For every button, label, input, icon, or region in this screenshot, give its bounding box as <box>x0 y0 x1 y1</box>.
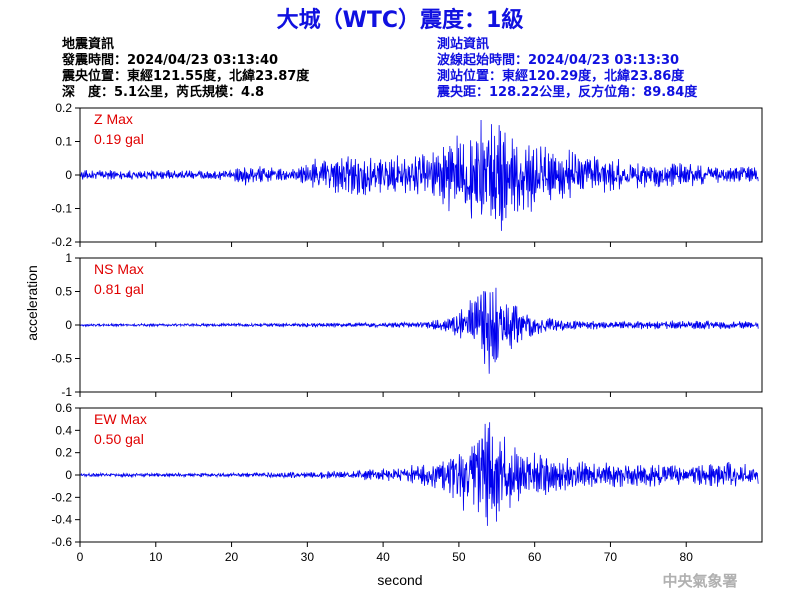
subplot-ew: 0.6 0.4 0.2 0 -0.2 -0.4 -0.6 EW Max 0.50 gal <box>51 401 763 549</box>
origin-time: 發震時間：2024/04/23 03:13:40 <box>61 52 278 68</box>
station-info-block: 測站資訊 波線起始時間：2024/04/23 03:13:30 測站位置：東經1… <box>436 36 698 100</box>
y-tick-label: -0.2 <box>51 235 72 249</box>
subplot-ns: 1 0.5 0 -0.5 -1 NS Max 0.81 gal <box>51 251 763 399</box>
ns-trace <box>79 287 759 374</box>
earthquake-info-block: 地震資訊 發震時間：2024/04/23 03:13:40 震央位置：東經121… <box>61 36 310 100</box>
y-tick-label: 0.5 <box>55 285 72 299</box>
y-tick-label: 0 <box>65 318 72 332</box>
earthquake-info-heading: 地震資訊 <box>62 36 114 52</box>
plot-area: 0.2 0.1 0 -0.1 -0.2 Z Max 0.19 gal 1 0.5 0 -0.5 -1 N… <box>51 101 763 564</box>
x-tick-label: 60 <box>528 550 542 564</box>
station-location: 測站位置：東經120.29度，北緯23.86度 <box>437 68 685 84</box>
y-tick-label: -0.2 <box>51 490 72 504</box>
x-tick-label: 50 <box>452 550 466 564</box>
y-tick-label: 0.1 <box>55 135 72 149</box>
ew-max-value: 0.50 gal <box>94 431 144 447</box>
agency-footer: 中央氣象署 <box>662 572 737 590</box>
y-tick-label: 0.2 <box>55 446 72 460</box>
y-tick-label: 0 <box>65 168 72 182</box>
y-tick-label: 0 <box>65 468 72 482</box>
x-tick-label: 40 <box>376 550 390 564</box>
wave-start-time: 波線起始時間：2024/04/23 03:13:30 <box>437 52 679 68</box>
station-info-heading: 測站資訊 <box>437 36 489 52</box>
ns-max-title: NS Max <box>94 261 144 277</box>
epicentral-distance: 震央距：128.22公里，反方位角：89.84度 <box>436 84 698 100</box>
y-tick-label: -0.4 <box>51 513 72 527</box>
z-max-title: Z Max <box>94 111 133 127</box>
ew-max-title: EW Max <box>94 411 147 427</box>
x-tick-label: 30 <box>301 550 315 564</box>
subplot-z: 0.2 0.1 0 -0.1 -0.2 Z Max 0.19 gal <box>51 101 763 249</box>
x-tick-label: 70 <box>604 550 618 564</box>
x-tick-label: 80 <box>680 550 694 564</box>
z-max-value: 0.19 gal <box>94 131 144 147</box>
ns-max-value: 0.81 gal <box>94 281 144 297</box>
y-tick-label: 0.2 <box>55 101 72 115</box>
x-tick-label: 20 <box>225 550 239 564</box>
y-tick-label: -1 <box>61 385 72 399</box>
y-tick-label: 0.6 <box>55 401 72 415</box>
y-tick-label: -0.5 <box>51 352 72 366</box>
chart-title: 大城（WTC）震度：1級 <box>277 7 524 33</box>
x-tick-label: 10 <box>149 550 163 564</box>
y-tick-label: -0.6 <box>51 535 72 549</box>
x-tick-label: 0 <box>77 550 84 564</box>
ew-trace <box>79 422 759 526</box>
epicenter-location: 震央位置：東經121.55度，北緯23.87度 <box>61 68 310 84</box>
y-tick-label: 0.4 <box>55 423 72 437</box>
y-tick-label: -0.1 <box>51 202 72 216</box>
x-axis-title: second <box>377 572 422 588</box>
y-axis-title: acceleration <box>24 265 40 341</box>
depth-magnitude: 深 度：5.1公里，芮氏規模：4.8 <box>62 84 264 100</box>
z-trace <box>79 120 759 231</box>
y-tick-label: 1 <box>65 251 72 265</box>
